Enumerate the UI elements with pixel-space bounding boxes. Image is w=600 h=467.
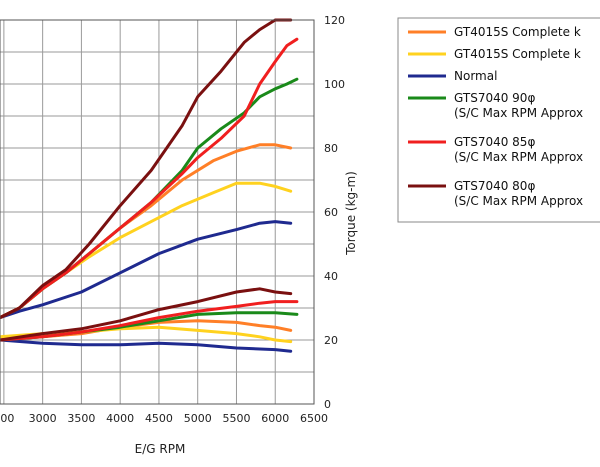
legend-box xyxy=(397,17,600,223)
x-tick-label: 6500 xyxy=(300,412,328,425)
series-line-5-upper xyxy=(0,37,299,320)
legend-label: GT4015S Complete k xyxy=(454,25,581,39)
y-tick-label: 40 xyxy=(324,270,338,283)
y-tick-label: 100 xyxy=(324,78,345,91)
series-line-6-lower xyxy=(0,287,293,342)
legend-label: (S/C Max RPM Approx xyxy=(454,106,583,120)
legend-label: GTS7040 80φ xyxy=(454,179,535,193)
x-tick-label: 6000 xyxy=(261,412,289,425)
x-tick-label: 5000 xyxy=(184,412,212,425)
series-line-3-lower xyxy=(0,338,293,353)
legend-label: GT4015S Complete k xyxy=(454,47,581,61)
y-axis-label: Torque (kg-m) xyxy=(344,171,358,256)
series-lines xyxy=(0,18,299,353)
x-tick-label: 5500 xyxy=(222,412,250,425)
plot-frame xyxy=(0,19,315,405)
y-tick-label: 80 xyxy=(324,142,338,155)
x-tick-label: 4000 xyxy=(106,412,134,425)
legend-label: (S/C Max RPM Approx xyxy=(454,194,583,208)
legend: GT4015S Complete k GT4015S Complete k Norm… xyxy=(397,17,600,223)
x-axis-label: E/G RPM xyxy=(135,442,186,456)
series-line-2-lower xyxy=(0,325,293,344)
legend-label: (S/C Max RPM Approx xyxy=(454,150,583,164)
legend-label: GTS7040 85φ xyxy=(454,135,535,149)
series-line-6-upper xyxy=(0,18,293,320)
y-tick-label: 120 xyxy=(324,14,345,27)
y-tick-label: 20 xyxy=(324,334,338,347)
legend-label: Normal xyxy=(454,69,497,83)
series-line-5-lower xyxy=(0,300,299,342)
x-tick-label: 3500 xyxy=(67,412,95,425)
x-tick-label: 4500 xyxy=(145,412,173,425)
x-tick-label: 500 xyxy=(0,412,14,425)
grid xyxy=(0,19,315,405)
series-line-3-upper xyxy=(0,220,293,320)
y-tick-label: 0 xyxy=(324,398,331,411)
legend-label: GTS7040 90φ xyxy=(454,91,535,105)
x-tick-label: 3000 xyxy=(29,412,57,425)
y-tick-label: 60 xyxy=(324,206,338,219)
